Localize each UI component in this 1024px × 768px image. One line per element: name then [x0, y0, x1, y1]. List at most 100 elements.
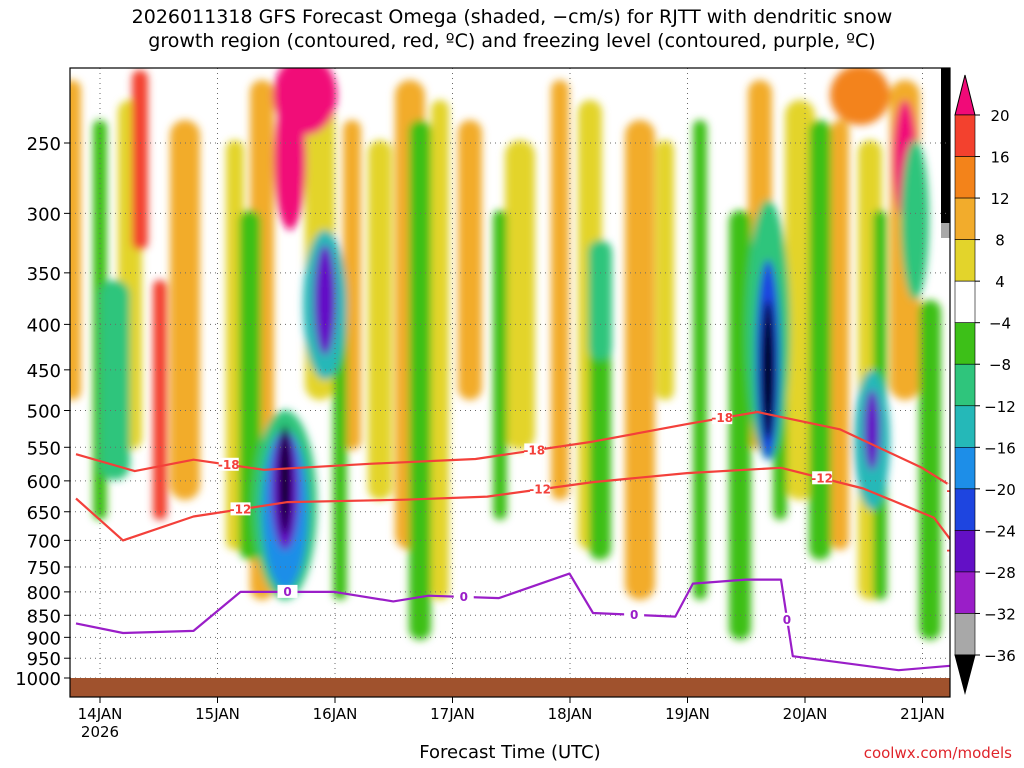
y-tick-label-450: 450 — [27, 361, 61, 382]
colorbar-swatch — [954, 447, 976, 490]
dgz-upper-contour-label: -18 — [218, 458, 240, 472]
omega-cell — [343, 120, 361, 450]
omega-cell — [153, 280, 167, 520]
colorbar-swatch — [954, 530, 976, 573]
omega-cell — [901, 140, 929, 300]
y-tick-label-400: 400 — [27, 315, 61, 336]
colorbar-swatch — [954, 114, 976, 157]
x-tick-label-19JAN: 19JAN — [665, 705, 710, 723]
dgz-upper-contour-label: -18 — [523, 443, 545, 457]
freezing-level-contour-label: 0 — [283, 585, 291, 599]
y-tick-label-350: 350 — [27, 264, 61, 285]
colorbar-bottom-arrow — [954, 654, 976, 695]
omega-cell — [170, 120, 200, 500]
colorbar-swatch — [954, 156, 976, 199]
x-tick-label-14JAN: 14JAN — [78, 705, 123, 723]
y-tick-label-500: 500 — [27, 402, 61, 423]
x-tick-label-17JAN: 17JAN — [430, 705, 475, 723]
dgz-upper-contour-label: -18 — [946, 483, 968, 497]
dgz-lower-contour-label: -12 — [946, 543, 968, 557]
y-tick-label-800: 800 — [27, 583, 61, 604]
colorbar-tick-label: −28 — [984, 564, 1016, 582]
dgz-upper-contour — [75, 410, 950, 487]
omega-cell — [941, 223, 950, 238]
freezing-level-contour — [75, 572, 950, 672]
y-tick-label-600: 600 — [27, 472, 61, 493]
y-tick-label-950: 950 — [27, 649, 61, 670]
omega-cell — [831, 120, 849, 550]
omega-cell — [458, 120, 482, 400]
omega-cell — [809, 120, 831, 560]
dgz-lower-contour-label-bg — [230, 502, 251, 516]
colorbar-tick-label: −24 — [984, 522, 1016, 540]
colorbar-swatch — [954, 613, 976, 656]
dgz-upper-contour-label-bg — [712, 411, 733, 425]
x-tick-label-18JAN: 18JAN — [548, 705, 593, 723]
colorbar-swatch — [954, 488, 976, 531]
x-year-label: 2026 — [81, 723, 119, 741]
colorbar-tick-label: 16 — [990, 149, 1009, 167]
omega-cell — [919, 300, 941, 640]
omega-cell — [368, 140, 392, 500]
omega-cell — [588, 240, 612, 360]
omega-cell — [941, 68, 950, 223]
omega-cell — [693, 120, 707, 600]
dgz-lower-contour-label: -12 — [230, 502, 252, 516]
colorbar-swatch — [954, 571, 976, 614]
omega-cell — [132, 70, 148, 250]
y-tick-label-700: 700 — [27, 531, 61, 552]
x-axis-label: Forecast Time (UTC) — [419, 742, 601, 763]
colorbar-tick-label: −8 — [989, 356, 1011, 374]
x-tick-label-21JAN: 21JAN — [900, 705, 945, 723]
dgz-lower-contour-label: -12 — [529, 482, 551, 496]
colorbar-tick-label: −16 — [984, 439, 1016, 457]
colorbar-swatch — [954, 322, 976, 365]
y-tick-label-850: 850 — [27, 606, 61, 627]
freezing-level-contour-label-bg — [453, 589, 474, 603]
freezing-level-contour-label: 0 — [630, 608, 638, 622]
freezing-level-contour-label: 0 — [783, 613, 791, 627]
omega-cell — [314, 245, 336, 355]
colorbar-tick-label: −4 — [989, 315, 1011, 333]
omega-cell — [431, 100, 449, 600]
x-axis: 14JAN 15JAN 16JAN 17JAN 18JAN 19JAN 20JAN 21JAN… — [78, 697, 945, 741]
plot-frame — [69, 67, 951, 698]
freezing-level-contour-label-bg — [624, 607, 645, 621]
omega-cell — [864, 390, 880, 470]
chart-title-line2: growth region (contoured, red, ºC) and f… — [148, 30, 876, 52]
omega-cell — [551, 80, 569, 500]
colorbar-swatch — [954, 280, 976, 323]
omega-cell — [70, 80, 81, 400]
colorbar-swatch — [954, 405, 976, 448]
dgz-lower-contour — [75, 466, 950, 542]
freezing-level-contour-label-bg — [277, 584, 298, 598]
colorbar-tick-label: 8 — [995, 232, 1005, 250]
omega-cell — [761, 300, 775, 440]
omega-cell — [589, 300, 611, 560]
omega-cell — [656, 140, 674, 400]
freezing-level-contour-label-bg — [776, 612, 797, 626]
y-axis: 2503003504004505005506006507007508008509… — [15, 134, 70, 690]
chart-title-line1: 2026011318 GFS Forecast Omega (shaded, −… — [131, 6, 893, 28]
freezing-level-contour-label: 0 — [460, 590, 468, 604]
omega-cell — [785, 100, 815, 500]
colorbar-tick-label: 4 — [995, 273, 1005, 291]
omega-cell — [493, 210, 507, 520]
dgz-upper-contour-label-bg — [218, 457, 239, 471]
ground-terrain — [70, 678, 950, 697]
omega-cell — [279, 425, 291, 535]
omega-cell — [100, 280, 130, 480]
dgz-lower-contour-label-bg — [947, 542, 950, 556]
colorbar-tick-label: 20 — [990, 107, 1009, 125]
x-tick-label-16JAN: 16JAN — [313, 705, 358, 723]
omega-cell — [729, 210, 751, 640]
colorbar-swatch — [954, 197, 976, 240]
colorbar-tick-label: 12 — [990, 190, 1009, 208]
colorbar-swatch — [954, 239, 976, 282]
y-tick-label-750: 750 — [27, 558, 61, 579]
colorbar-tick-label: −12 — [984, 398, 1016, 416]
omega-cell — [409, 120, 431, 640]
y-tick-label-900: 900 — [27, 628, 61, 649]
omega-cell — [625, 120, 655, 600]
